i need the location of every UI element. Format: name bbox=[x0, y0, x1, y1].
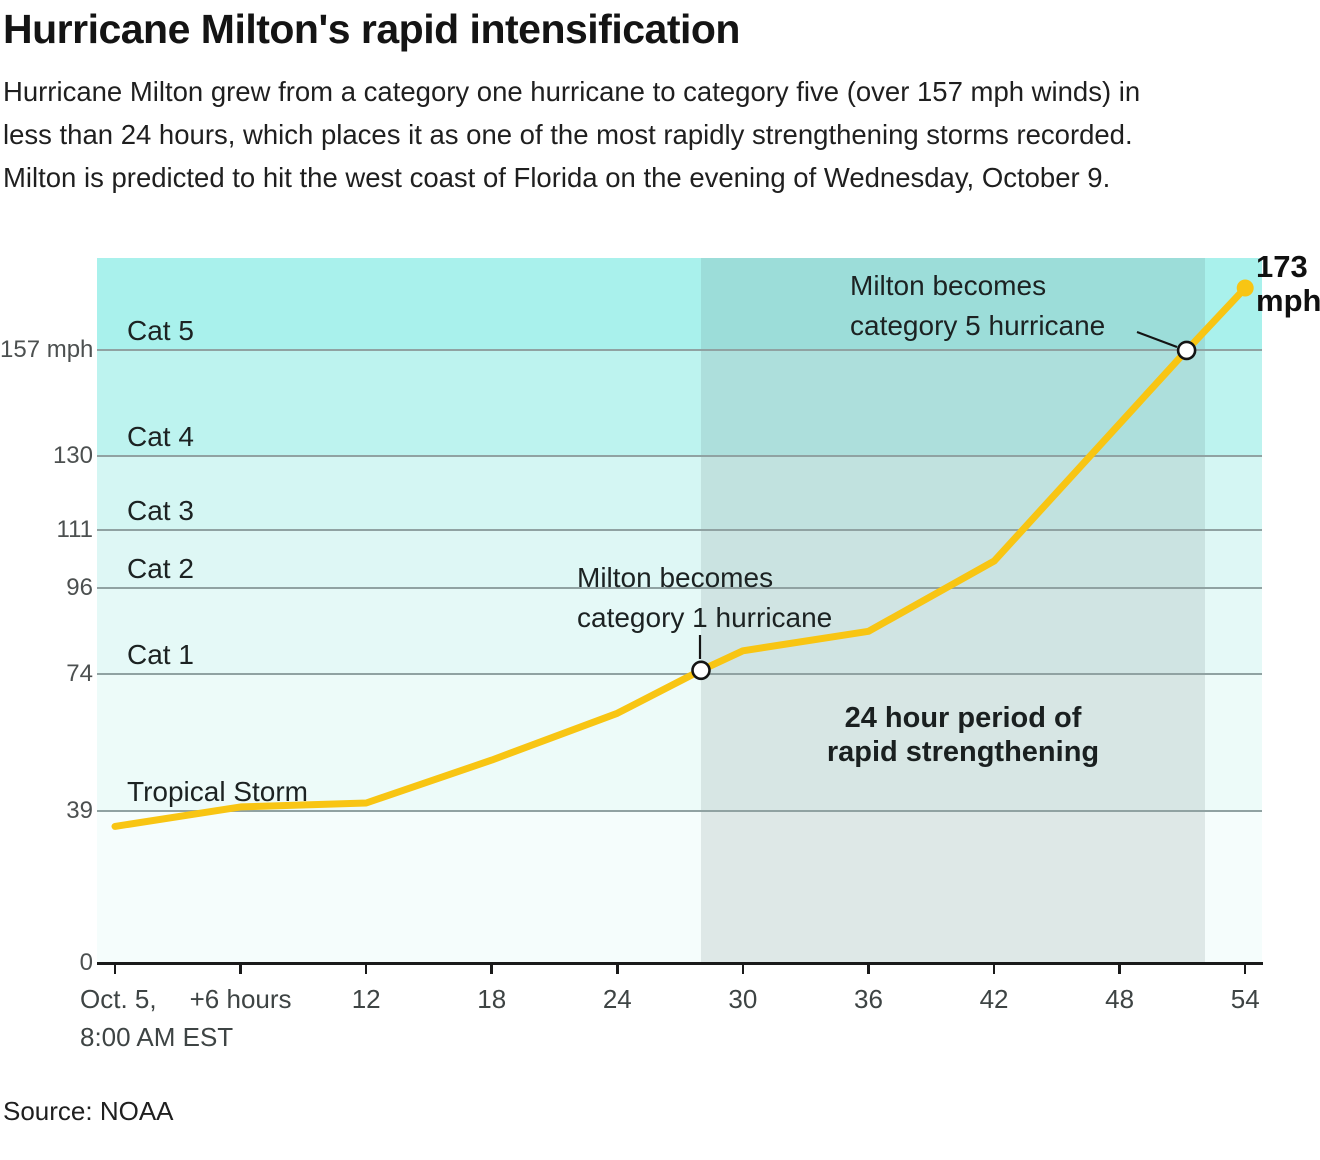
annotation-line: category 5 hurricane bbox=[850, 310, 1106, 341]
chart-title: Hurricane Milton's rapid intensification bbox=[3, 6, 740, 52]
band-tropical-storm bbox=[97, 674, 1262, 811]
band-cat-3 bbox=[97, 455, 1262, 530]
x-tick-label-line: 12 bbox=[351, 984, 381, 1014]
x-tick-54 bbox=[1243, 965, 1247, 974]
x-tick-0 bbox=[113, 965, 117, 974]
x-tick-24 bbox=[616, 965, 619, 974]
subtitle-line: less than 24 hours, which places it as o… bbox=[3, 119, 1133, 150]
annotation-line: Milton becomes bbox=[850, 270, 1047, 301]
band-cat-4 bbox=[97, 350, 1262, 456]
annotation-cat1: Milton becomes category 1 hurricane bbox=[577, 558, 832, 638]
gridline-39 bbox=[97, 809, 1262, 812]
band-cat-1 bbox=[97, 588, 1262, 675]
annotation-line: 24 hour period of bbox=[844, 702, 1082, 734]
annotation-cat5: Milton becomes category 5 hurricane bbox=[850, 266, 1105, 346]
x-tick-label-54: 54 bbox=[1231, 980, 1260, 1018]
band-label-tropical-storm: Tropical Storm bbox=[127, 775, 309, 807]
x-tick-label-24: 24 bbox=[603, 980, 632, 1018]
x-tick-48 bbox=[1118, 965, 1121, 974]
x-axis-line bbox=[97, 962, 1263, 965]
peak-point-marker bbox=[1236, 279, 1254, 297]
band-label-cat-2: Cat 2 bbox=[127, 553, 194, 585]
y-tick-label-111: 111 bbox=[56, 515, 93, 543]
source-attribution: Source: NOAA bbox=[3, 1096, 174, 1126]
x-tick-label-30: 30 bbox=[728, 980, 757, 1018]
gridline-157 bbox=[97, 349, 1262, 352]
x-tick-label-line: 48 bbox=[1105, 984, 1135, 1014]
x-tick-label-line: 18 bbox=[477, 984, 507, 1014]
band-cat-5 bbox=[97, 258, 1262, 351]
annotation-peak: 173 mph bbox=[1256, 250, 1320, 318]
gridline-111 bbox=[97, 528, 1262, 531]
x-tick-label-line: 42 bbox=[979, 984, 1009, 1014]
x-tick-18 bbox=[490, 965, 493, 974]
y-tick-label-74: 74 bbox=[66, 660, 93, 688]
plot-area: Tropical Storm Cat 1 Cat 2 Cat 3 Cat 4 Cat 5 bbox=[97, 258, 1262, 963]
x-tick-label-line: 36 bbox=[854, 984, 883, 1014]
band-label-cat-5: Cat 5 bbox=[127, 315, 194, 347]
x-tick-label-6: +6 hours bbox=[190, 980, 292, 1018]
y-tick-label-0: 0 bbox=[79, 949, 93, 976]
y-tick-label-96: 96 bbox=[66, 574, 93, 602]
annotation-line: category 1 hurricane bbox=[577, 602, 833, 633]
x-tick-label-line: 24 bbox=[602, 984, 632, 1014]
band-below-39 bbox=[97, 810, 1262, 963]
subtitle-line: Milton is predicted to hit the west coas… bbox=[3, 162, 1111, 193]
x-tick-label-line: Oct. 5, bbox=[80, 984, 157, 1014]
gridline-96 bbox=[97, 587, 1262, 590]
x-tick-label-12: 12 bbox=[352, 980, 381, 1018]
y-tick-label-130: 130 bbox=[52, 441, 93, 469]
annotation-line: rapid strengthening bbox=[826, 736, 1100, 768]
gridline-74 bbox=[97, 673, 1262, 676]
x-tick-label-18: 18 bbox=[477, 980, 506, 1018]
band-cat-2 bbox=[97, 529, 1262, 589]
x-tick-6 bbox=[239, 965, 242, 974]
x-tick-label-line: 54 bbox=[1230, 984, 1260, 1014]
x-tick-label-line: 30 bbox=[728, 984, 758, 1014]
x-tick-36 bbox=[867, 965, 870, 974]
category-5-point-marker bbox=[1176, 340, 1197, 361]
band-label-cat-4: Cat 4 bbox=[127, 420, 194, 452]
x-tick-label-36: 36 bbox=[854, 980, 883, 1018]
x-tick-label-42: 42 bbox=[980, 980, 1009, 1018]
x-tick-label-line: 8:00 AM EST bbox=[80, 1022, 234, 1052]
band-label-cat-3: Cat 3 bbox=[127, 494, 194, 526]
y-tick-label-39: 39 bbox=[66, 796, 93, 824]
subtitle-line: Hurricane Milton grew from a category on… bbox=[3, 76, 1141, 107]
rapid-strengthening-highlight bbox=[701, 258, 1206, 963]
gridline-130 bbox=[97, 454, 1262, 457]
category-1-point-marker bbox=[691, 660, 711, 681]
x-tick-label-0: Oct. 5, 8:00 AM EST bbox=[80, 980, 233, 1056]
wind-speed-chart-svg bbox=[111, 279, 1254, 830]
annotation-line: 173 bbox=[1256, 249, 1308, 284]
x-tick-30 bbox=[741, 965, 745, 974]
band-label-cat-1: Cat 1 bbox=[127, 639, 194, 671]
chart-subtitle: Hurricane Milton grew from a category on… bbox=[3, 70, 1140, 199]
x-tick-42 bbox=[992, 965, 996, 974]
x-tick-12 bbox=[364, 965, 368, 974]
annotation-line: mph bbox=[1256, 283, 1320, 318]
x-tick-label-line: +6 hours bbox=[189, 984, 292, 1014]
annotation-leader-cat5 bbox=[1136, 330, 1178, 349]
y-tick-label-157: 157 mph bbox=[0, 336, 94, 364]
annotation-rapid: 24 hour period of rapid strengthening bbox=[827, 701, 1099, 769]
annotation-line: Milton becomes bbox=[577, 562, 774, 593]
x-tick-label-48: 48 bbox=[1105, 980, 1134, 1018]
